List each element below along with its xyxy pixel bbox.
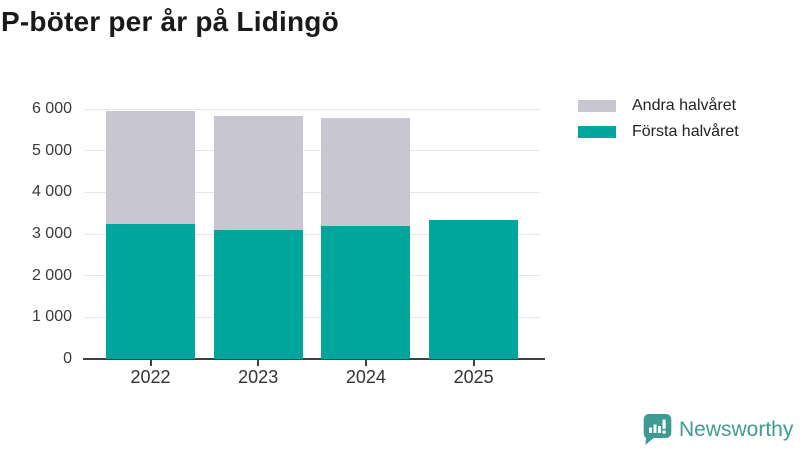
gridline-6000 xyxy=(85,108,540,110)
gridline-5000 xyxy=(85,150,540,152)
y-tick-label-6000: 6 000 xyxy=(31,100,72,117)
logo-exclamation-bar xyxy=(662,419,666,429)
gridline-4000 xyxy=(85,191,540,193)
legend-swatch-andra xyxy=(578,100,616,112)
y-tick-label-2000: 2 000 xyxy=(31,266,72,284)
gridline-3000 xyxy=(85,233,540,235)
legend-swatch-forsta xyxy=(578,126,616,138)
bar-2022 xyxy=(106,111,195,359)
legend-label: Första halvåret xyxy=(632,123,739,140)
x-tick-2025 xyxy=(472,360,475,366)
y-tick-label-5000: 5 000 xyxy=(31,141,72,159)
y-tick-label-3000: 3 000 xyxy=(31,225,72,242)
legend: Andra halvåret Första halvåret xyxy=(578,93,739,145)
bar-2024 xyxy=(321,117,411,359)
bar-segment-andra-2024 xyxy=(321,117,411,227)
x-tick-label-2025: 2025 xyxy=(453,367,494,387)
y-tick-label-0: 0 xyxy=(63,350,72,367)
newsworthy-logo[interactable]: Newsworthy xyxy=(642,413,793,446)
logo-bar-3 xyxy=(658,426,661,433)
gridline-1000 xyxy=(85,316,540,318)
x-tick-2024 xyxy=(364,360,367,366)
x-tick-2023 xyxy=(257,360,260,366)
x-tick-label-2022: 2022 xyxy=(130,367,171,387)
gridline-2000 xyxy=(85,275,540,277)
bar-segment-andra-2023 xyxy=(213,115,303,230)
legend-item-forsta: Första halvåret xyxy=(578,119,739,145)
newsworthy-logo-text: Newsworthy xyxy=(679,417,794,441)
logo-bar-2 xyxy=(653,424,657,433)
bar-segment-forsta-2024 xyxy=(321,226,411,359)
x-tick-label-2023: 2023 xyxy=(238,367,279,387)
bar-segment-forsta-2022 xyxy=(106,223,195,359)
y-tick-label-1000: 1 000 xyxy=(31,308,72,326)
bar-segment-forsta-2025 xyxy=(429,219,519,359)
newsworthy-bubble-icon xyxy=(643,414,672,445)
legend-item-andra: Andra halvåret xyxy=(578,93,739,119)
logo-bar-1 xyxy=(649,427,652,433)
bar-segment-forsta-2023 xyxy=(213,229,303,359)
bar-2025 xyxy=(429,219,519,359)
legend-label: Andra halvåret xyxy=(632,97,737,114)
bar-segment-andra-2022 xyxy=(106,111,195,224)
x-tick-label-2024: 2024 xyxy=(345,367,386,387)
chart-title: P-böter per år på Lidingö xyxy=(1,6,339,37)
y-axis-labels: 0 1 000 2 000 3 000 4 000 5 000 6 000 xyxy=(0,100,72,367)
plot-area xyxy=(83,108,545,360)
x-axis-line xyxy=(83,358,545,360)
bar-2023 xyxy=(213,115,303,359)
logo-exclamation-dot xyxy=(662,430,666,434)
y-tick-label-4000: 4 000 xyxy=(31,183,72,201)
x-tick-2022 xyxy=(149,360,152,366)
